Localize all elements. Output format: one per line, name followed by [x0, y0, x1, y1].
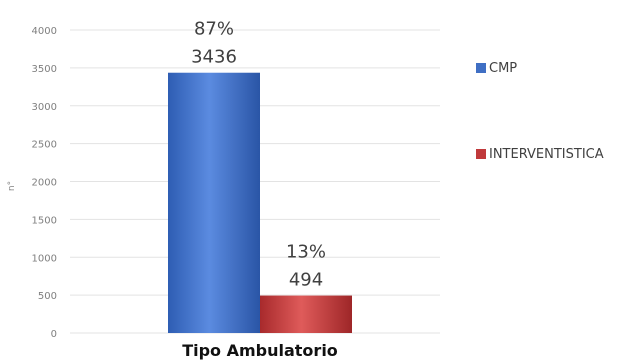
legend-label-cmp: CMP — [489, 61, 517, 76]
y-tick-label: 4000 — [32, 26, 57, 37]
data-labels: 3436 87% 494 13% — [191, 19, 326, 291]
legend-swatch-interventistica — [476, 149, 486, 159]
legend-label-interventistica: INTERVENTISTICA — [489, 147, 604, 162]
y-tick-label: 1000 — [32, 253, 57, 264]
bar-interventistica — [260, 295, 352, 333]
y-tick-label: 3500 — [32, 64, 57, 75]
x-category-label: Tipo Ambulatorio — [182, 341, 338, 360]
legend: CMP INTERVENTISTICA — [476, 61, 604, 162]
bars — [168, 72, 352, 334]
y-axis-ticks: 0 500 1000 1500 2000 2500 3000 3500 4000 — [32, 26, 57, 340]
y-tick-label: 2500 — [32, 140, 57, 151]
y-tick-label: 3000 — [32, 102, 57, 113]
y-axis-label: n° — [7, 181, 17, 191]
legend-swatch-cmp — [476, 63, 486, 73]
y-tick-label: 1500 — [32, 215, 57, 226]
bar-cmp — [168, 72, 260, 334]
data-label-value: 494 — [289, 270, 323, 291]
y-tick-label: 500 — [38, 291, 57, 302]
y-tick-label: 2000 — [32, 178, 57, 189]
data-label-value: 3436 — [191, 47, 237, 68]
data-label-percent: 13% — [286, 242, 326, 263]
y-tick-label: 0 — [51, 329, 57, 340]
data-label-percent: 87% — [194, 19, 234, 40]
